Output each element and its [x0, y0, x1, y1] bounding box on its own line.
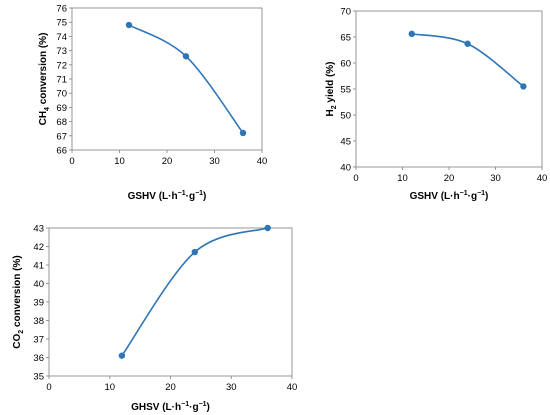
data-point	[125, 21, 133, 29]
x-tick-label: 40	[257, 156, 268, 167]
y-axis-label: CH4 conversion (%)	[38, 33, 51, 126]
x-tick-label: 0	[69, 156, 74, 167]
y-tick-label: 35	[33, 372, 44, 383]
x-tick-label: 10	[397, 173, 408, 184]
x-tick-label: 0	[46, 382, 51, 393]
x-tick-label: 0	[353, 173, 358, 184]
data-point	[520, 83, 527, 90]
y-tick-label: 69	[56, 103, 67, 114]
y-tick-label: 40	[33, 279, 44, 290]
x-tick-label: 10	[104, 382, 115, 393]
x-axis-label: GHSV (L·h−1·g−1)	[131, 401, 210, 413]
chart-h2-yield: 0 10 20 30 40 40 45 50 55 60 65 70 GSHV (L·h−1·g−1) H…	[325, 7, 547, 203]
y-tick-label: 55	[340, 85, 351, 96]
y-tick-label: 75	[56, 18, 67, 29]
y-tick-label: 70	[340, 7, 351, 18]
data-point	[239, 129, 247, 137]
y-tick-label: 70	[56, 89, 67, 100]
y-tick-label: 71	[56, 75, 67, 86]
series-line	[121, 227, 268, 357]
x-axis-label: GSHV (L·h−1·g−1)	[128, 190, 207, 202]
x-tick-label: 40	[537, 173, 548, 184]
plot-frame	[48, 227, 293, 377]
y-tick-label: 39	[33, 298, 44, 309]
y-tick-label: 41	[33, 261, 44, 272]
y-tick-label: 43	[33, 224, 44, 235]
x-tick-label: 20	[162, 156, 173, 167]
data-point	[118, 352, 126, 359]
y-tick-label: 65	[340, 33, 351, 44]
x-tick-label: 20	[165, 382, 176, 393]
x-tick-label: 20	[444, 173, 455, 184]
y-tick-label: 66	[56, 146, 67, 157]
y-tick-label: 67	[56, 131, 67, 142]
data-point	[264, 224, 271, 232]
chart-ch4-conversion: 0 10 20 30 40 66 67 68 69 70 71 72 73 74 75 76 GSHV (L·h…	[38, 4, 267, 203]
y-tick-label: 72	[56, 60, 67, 71]
data-point	[408, 30, 415, 38]
x-tick-label: 10	[114, 156, 125, 167]
y-tick-label: 36	[33, 353, 44, 364]
series-line	[128, 24, 244, 134]
x-axis-label: GSHV (L·h−1·g−1)	[410, 190, 489, 202]
y-tick-label: 60	[340, 59, 351, 70]
y-tick-label: 76	[56, 4, 67, 15]
data-point	[191, 248, 198, 256]
y-tick-label: 68	[56, 117, 67, 128]
chart-co2-conversion: 0 10 20 30 40 35 36 37 38 39 40 41 42 43 GHSV (L·h−1·g…	[12, 224, 297, 414]
y-tick-label: 50	[340, 111, 351, 122]
y-axis-label: H2 yield (%)	[325, 61, 338, 116]
y-tick-label: 37	[33, 335, 44, 346]
x-tick-label: 30	[226, 382, 237, 393]
x-tick-label: 30	[209, 156, 220, 167]
y-tick-label: 38	[33, 316, 44, 327]
y-tick-label: 74	[56, 32, 67, 43]
x-tick-label: 40	[287, 382, 298, 393]
y-tick-label: 40	[340, 163, 351, 174]
data-point	[182, 53, 190, 60]
y-tick-label: 73	[56, 46, 67, 57]
data-point	[464, 40, 471, 47]
y-tick-label: 45	[340, 137, 351, 148]
y-tick-label: 42	[33, 242, 44, 253]
plot-frame	[355, 10, 543, 168]
x-tick-label: 30	[490, 173, 501, 184]
y-axis-label: CO2 conversion (%)	[12, 255, 25, 348]
plot-frame	[71, 7, 263, 151]
